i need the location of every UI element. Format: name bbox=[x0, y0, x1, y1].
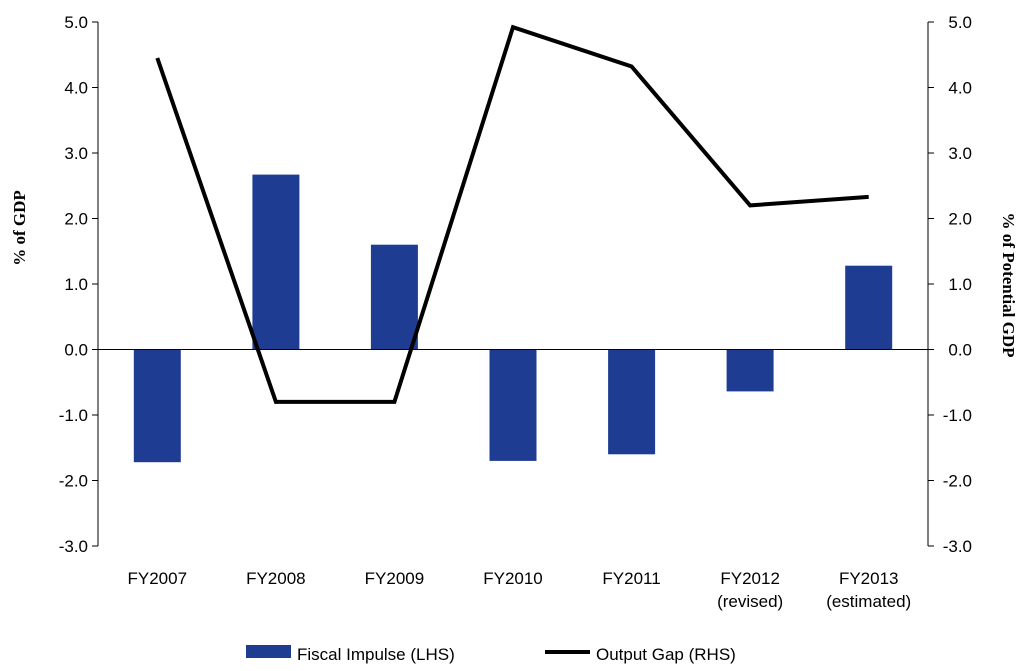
y-tick-label-left: 2.0 bbox=[64, 210, 88, 229]
y-tick-label-left: 4.0 bbox=[64, 79, 88, 98]
axes-layer bbox=[92, 21, 934, 547]
x-category-label: FY2012 (revised) bbox=[717, 569, 783, 611]
bar-fiscal-impulse-5 bbox=[726, 349, 774, 392]
line-layer bbox=[155, 24, 869, 404]
y-tick-label-right: 2.0 bbox=[948, 210, 972, 229]
y-axis-title-left: % of GDP bbox=[10, 190, 29, 266]
y-tick-label-left: 3.0 bbox=[64, 144, 88, 163]
y-axis-title-right: % of Potential GDP bbox=[999, 213, 1018, 358]
legend: Fiscal Impulse (LHS) Output Gap (RHS) bbox=[246, 645, 736, 664]
y-tick-label-right: 5.0 bbox=[948, 13, 972, 32]
bar-fiscal-impulse-1 bbox=[252, 174, 300, 350]
legend-label-fiscal-impulse: Fiscal Impulse (LHS) bbox=[297, 645, 455, 664]
y-tick-label-right: 3.0 bbox=[948, 144, 972, 163]
y-tick-label-right: -3.0 bbox=[943, 537, 972, 556]
y-tick-label-left: 0.0 bbox=[64, 341, 88, 360]
bar-fiscal-impulse-3 bbox=[489, 349, 537, 461]
x-category-label: FY2008 bbox=[246, 569, 306, 588]
line-output-gap bbox=[155, 24, 869, 404]
x-category-label: FY2007 bbox=[128, 569, 188, 588]
bar-fiscal-impulse-6 bbox=[845, 265, 893, 350]
y-tick-label-right: 1.0 bbox=[948, 275, 972, 294]
y-tick-label-left: -3.0 bbox=[59, 537, 88, 556]
x-category-label: FY2009 bbox=[365, 569, 425, 588]
y-tick-label-left: -1.0 bbox=[59, 406, 88, 425]
y-tick-label-left: 5.0 bbox=[64, 13, 88, 32]
x-category-label: FY2011 bbox=[602, 569, 660, 588]
legend-label-output-gap: Output Gap (RHS) bbox=[596, 645, 736, 664]
bars-layer bbox=[133, 174, 893, 463]
y-tick-label-right: -1.0 bbox=[943, 406, 972, 425]
labels-layer: 5.0 4.0 3.0 2.0 1.0 0.0 -1.0 -2.0 -3.0 5.0 4.0 3.0 2… bbox=[59, 13, 972, 611]
y-tick-label-right: 4.0 bbox=[948, 79, 972, 98]
x-category-label: FY2013 (estimated) bbox=[826, 569, 911, 611]
y-tick-label-right: 0.0 bbox=[948, 341, 972, 360]
x-category-label: FY2010 bbox=[483, 569, 543, 588]
bar-fiscal-impulse-0 bbox=[133, 349, 181, 463]
y-tick-label-left: -2.0 bbox=[59, 472, 88, 491]
bar-fiscal-impulse-4 bbox=[608, 349, 656, 455]
y-tick-label-left: 1.0 bbox=[64, 275, 88, 294]
bar-fiscal-impulse-2 bbox=[370, 244, 418, 350]
y-tick-label-right: -2.0 bbox=[943, 472, 972, 491]
legend-swatch-fiscal-impulse bbox=[246, 645, 291, 658]
